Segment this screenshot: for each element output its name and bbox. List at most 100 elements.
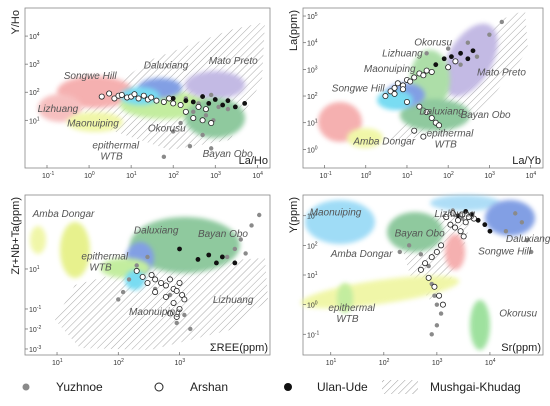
field-lizhuang-d (430, 195, 500, 211)
point-yuzhnoe (432, 293, 437, 298)
point-yuzhnoe (161, 154, 167, 160)
point-arshan (428, 68, 435, 75)
x-axis-label: La/Ho (239, 155, 268, 167)
point-arshan (382, 93, 389, 100)
point-arshan (411, 74, 418, 81)
point-arshan (449, 210, 456, 217)
point-yuzhnoe (424, 51, 429, 56)
point-arshan (416, 103, 423, 110)
y-tick-label: 101 (29, 265, 40, 274)
point-arshan (452, 224, 459, 231)
y-tick-label: 100 (307, 145, 318, 154)
point-arshan (170, 100, 177, 107)
point-arshan (190, 115, 197, 122)
point-yuzhnoe (238, 237, 243, 242)
x-tick-label: 103 (484, 171, 495, 180)
y-axis-label: Y/Ho (10, 10, 22, 34)
point-yuzhnoe (134, 263, 139, 268)
point-yuzhnoe (474, 54, 480, 59)
legend-label-ulan-ude: Ulan-Ude (317, 380, 368, 394)
point-yuzhnoe (208, 146, 214, 151)
point-yuzhnoe (187, 143, 193, 149)
x-tick-label: 101 (126, 171, 137, 180)
point-arshan (457, 228, 464, 235)
legend-label-yuzhnoe: Yuzhnoe (56, 380, 103, 394)
point-ulan-ude (212, 97, 218, 102)
point-ulan-ude (475, 217, 481, 223)
point-yuzhnoe (243, 251, 248, 256)
field-wtb-a (67, 112, 123, 132)
point-arshan (443, 214, 450, 221)
point-ulan-ude (220, 102, 226, 108)
point-arshan (460, 233, 467, 240)
field-label: epithermal WTB (81, 251, 128, 273)
point-arshan (133, 267, 140, 274)
point-ulan-ude (232, 104, 238, 110)
y-tick-label: 10-1 (29, 305, 41, 314)
point-arshan (438, 242, 445, 249)
point-yuzhnoe (171, 129, 176, 134)
point-arshan (436, 292, 443, 299)
x-tick-label: 102 (168, 171, 179, 180)
x-tick-label: 102 (379, 358, 390, 367)
field-label: Amba Dongar (32, 209, 95, 220)
point-arshan (153, 97, 160, 104)
point-yuzhnoe (438, 311, 444, 316)
point-yuzhnoe (257, 212, 262, 218)
field-label: epithermal WTB (427, 129, 474, 151)
field-label: Bayan Obo (198, 229, 248, 240)
point-arshan (158, 279, 165, 286)
point-yuzhnoe (519, 220, 525, 225)
legend-marker-arshan (154, 382, 164, 392)
point-arshan (167, 310, 174, 317)
point-arshan (176, 279, 183, 286)
point-ulan-ude (195, 257, 201, 262)
point-arshan (135, 95, 142, 102)
point-arshan (428, 114, 435, 121)
point-yuzhnoe (216, 104, 221, 110)
x-tick-label: 10-1 (320, 171, 332, 180)
point-arshan (425, 274, 432, 281)
point-arshan (391, 90, 398, 97)
field-label: Bayan Obo (395, 228, 445, 239)
point-arshan (106, 90, 113, 97)
chart-marks (25, 15, 534, 355)
field-bayan-d (387, 212, 443, 252)
point-arshan (182, 108, 189, 115)
point-yuzhnoe (434, 302, 440, 307)
point-ulan-ude (214, 260, 219, 266)
field-lizhuang-a (38, 94, 82, 122)
y-tick-label: 101 (307, 271, 318, 280)
point-arshan (152, 289, 159, 296)
y-tick-label: 10-1 (307, 330, 319, 339)
y-tick-label: 102 (307, 241, 318, 250)
point-yuzhnoe (116, 297, 121, 302)
x-axis-label: La/Yb (512, 155, 541, 167)
field-label: Songwe Hill (332, 83, 386, 94)
x-tick-label: 103 (210, 171, 221, 180)
field-label: Maonuiping (310, 208, 362, 219)
point-arshan (403, 98, 410, 105)
y-tick-label: 100 (307, 301, 318, 310)
legend: Yuzhnoe Arshan Ulan-Ude Mushgai-Khudag (22, 380, 521, 394)
panel-c-fields (30, 217, 268, 350)
point-yuzhnoe (208, 92, 214, 98)
y-tick-label: 104 (29, 32, 40, 41)
point-arshan (160, 98, 167, 105)
point-yuzhnoe (524, 237, 530, 243)
point-arshan (176, 305, 183, 312)
point-ulan-ude (170, 96, 176, 101)
x-tick-label: 100 (84, 171, 95, 180)
field-amba-d (300, 275, 460, 309)
point-yuzhnoe (182, 312, 187, 318)
field-maonuiping-c (125, 270, 145, 290)
point-yuzhnoe (178, 120, 183, 126)
point-yuzhnoe (529, 249, 534, 255)
y-tick-label: 10-2 (29, 325, 41, 334)
point-yuzhnoe (499, 19, 504, 25)
point-yuzhnoe (224, 254, 230, 260)
point-arshan (399, 86, 406, 93)
x-tick-label: 103 (432, 358, 443, 367)
point-arshan (445, 64, 452, 71)
x-tick-label: 104 (526, 171, 537, 180)
